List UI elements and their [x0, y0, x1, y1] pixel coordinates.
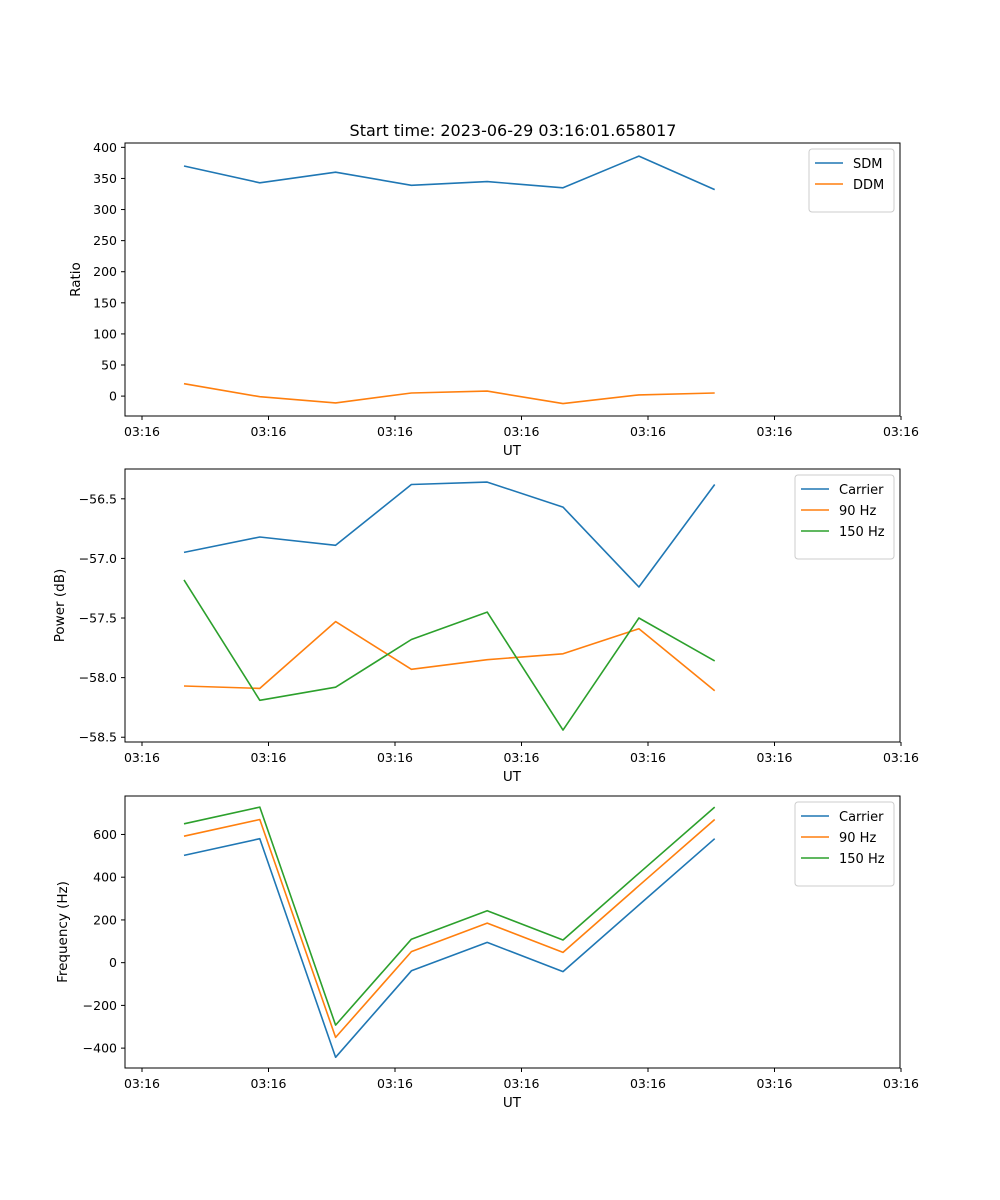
y-tick-label: 0	[109, 389, 117, 404]
y-tick-label: 350	[93, 171, 117, 186]
x-tick-label: 03:16	[883, 424, 919, 439]
x-tick-label: 03:16	[124, 1076, 160, 1091]
legend-label: Carrier	[839, 483, 884, 498]
y-axis-label: Frequency (Hz)	[55, 881, 71, 983]
y-tick-label: 600	[93, 827, 117, 842]
x-tick-label: 03:16	[250, 424, 286, 439]
x-tick-label: 03:16	[756, 1076, 792, 1091]
series-line-ddm	[183, 382, 715, 405]
legend-label: 150 Hz	[839, 852, 885, 867]
x-axis-label: UT	[503, 769, 522, 785]
legend-label: 150 Hz	[839, 525, 885, 540]
series-line-150-hz	[183, 806, 716, 1026]
series-line-carrier	[183, 837, 716, 1059]
legend-label: 90 Hz	[839, 831, 876, 846]
y-tick-label: −400	[83, 1041, 117, 1056]
y-tick-label: 250	[93, 233, 117, 248]
x-tick-label: 03:16	[756, 750, 792, 765]
legend-label: 90 Hz	[839, 504, 876, 519]
x-tick-label: 03:16	[630, 424, 666, 439]
legend: SDM DDM	[808, 148, 895, 213]
subplot-2: −58.5 −58.0 −57.5 −57.0 −56.5 03:16 03:16 03:16…	[52, 468, 919, 785]
y-tick-label: 150	[93, 295, 117, 310]
x-tick-label: 03:16	[630, 1076, 666, 1091]
x-tick-label: 03:16	[503, 750, 539, 765]
legend-box	[794, 474, 895, 560]
figure-title: Start time: 2023-06-29 03:16:01.658017	[350, 121, 677, 140]
legend: Carrier 90 Hz 150 Hz	[794, 474, 895, 560]
series-line-90-hz	[183, 818, 716, 1039]
legend-label: DDM	[853, 178, 884, 193]
y-tick-label: −200	[83, 998, 117, 1013]
y-tick-label: 200	[93, 264, 117, 279]
axes-frame	[124, 795, 901, 1069]
y-tick-label: 400	[93, 140, 117, 155]
y-tick-label: −56.5	[79, 491, 117, 506]
y-tick-label: 400	[93, 870, 117, 885]
x-tick-label: 03:16	[377, 750, 413, 765]
axes-frame	[124, 468, 901, 743]
subplot-3: −400 −200 0 200 400 600 03:16 03:16 03:16 03:16 03…	[55, 795, 919, 1111]
legend-label: Carrier	[839, 810, 884, 825]
y-tick-label: −58.0	[79, 670, 117, 685]
x-tick-label: 03:16	[377, 424, 413, 439]
legend: Carrier 90 Hz 150 Hz	[794, 801, 895, 887]
legend-box	[808, 148, 895, 213]
legend-box	[794, 801, 895, 887]
y-tick-label: 50	[101, 358, 117, 373]
x-tick-label: 03:16	[883, 750, 919, 765]
series-line-sdm	[183, 155, 716, 191]
subplot-1: 0 50 100 150 200 250 300 350 400 03:16 03:16 03:16 0…	[68, 140, 919, 459]
x-tick-label: 03:16	[756, 424, 792, 439]
legend-label: SDM	[853, 157, 882, 172]
axes-frame	[124, 142, 901, 417]
y-tick-label: −58.5	[79, 730, 117, 745]
x-tick-label: 03:16	[503, 1076, 539, 1091]
x-axis-label: UT	[503, 443, 522, 459]
x-axis-label: UT	[503, 1095, 522, 1111]
y-axis-label: Ratio	[68, 262, 84, 297]
series-line-150-hz	[183, 579, 716, 731]
y-tick-label: 100	[93, 326, 117, 341]
y-tick-label: −57.5	[79, 611, 117, 626]
plots: 0 50 100 150 200 250 300 350 400 03:16 03:16 03:16 0…	[52, 140, 919, 1111]
x-tick-label: 03:16	[250, 750, 286, 765]
y-axis-label: Power (dB)	[52, 569, 68, 642]
series-line-90-hz	[183, 620, 716, 692]
x-tick-label: 03:16	[124, 750, 160, 765]
y-tick-label: −57.0	[79, 551, 117, 566]
y-tick-label: 300	[93, 202, 117, 217]
series-line-carrier	[183, 481, 716, 588]
x-tick-label: 03:16	[250, 1076, 286, 1091]
y-tick-label: 200	[93, 912, 117, 927]
y-tick-label: 0	[109, 955, 117, 970]
x-tick-label: 03:16	[883, 1076, 919, 1091]
x-tick-label: 03:16	[630, 750, 666, 765]
x-tick-label: 03:16	[124, 424, 160, 439]
x-tick-label: 03:16	[377, 1076, 413, 1091]
x-tick-label: 03:16	[503, 424, 539, 439]
